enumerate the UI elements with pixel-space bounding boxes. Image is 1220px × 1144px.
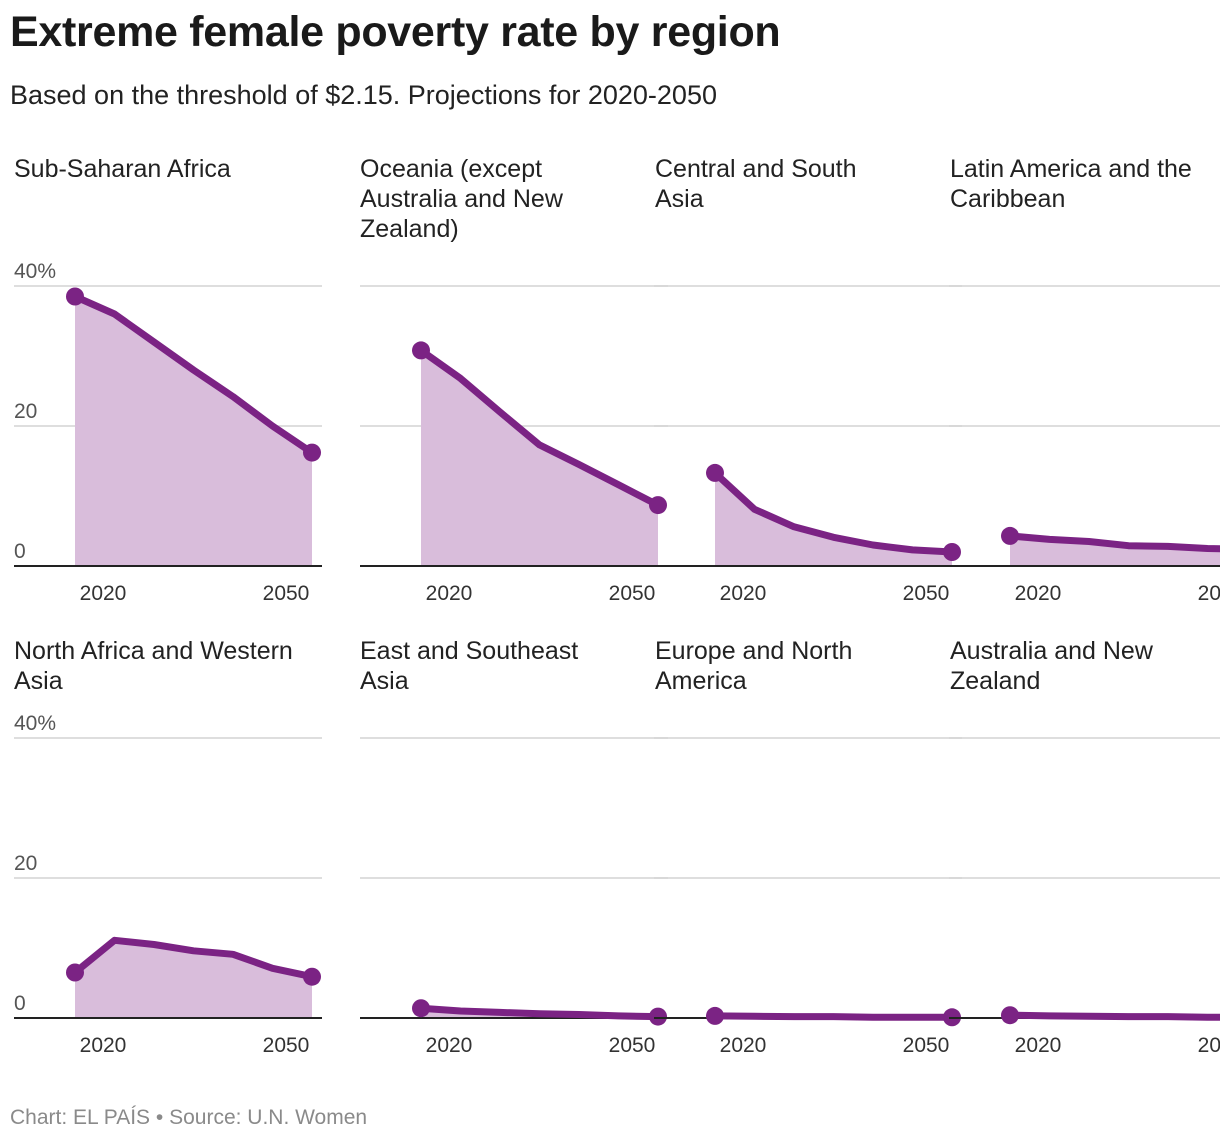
start-point [1001,526,1019,545]
y-tick-label: 40% [14,260,56,283]
start-point [66,963,84,982]
start-point [706,463,724,482]
series-line [711,1012,956,1021]
x-tick-label: 2020 [426,582,473,605]
panel-title-europe-north-america: Europe and North America [655,637,853,695]
end-point [303,967,321,986]
x-tick-label: 2050 [263,582,310,605]
x-tick-label: 2020 [426,1034,473,1057]
start-point [706,1006,724,1025]
x-tick-label: 2050 [1198,582,1220,605]
area-fill [715,472,952,566]
panel-title-latin-america: Latin America and the Caribbean [950,155,1192,213]
area-fill [75,940,312,1018]
chart-title: Extreme female poverty rate by region [10,8,781,56]
start-point [66,287,84,306]
source-footer: Chart: EL PAÍS • Source: U.N. Women [10,1106,368,1129]
panel-title-oceania: Oceania (except Australia and New Zealan… [360,155,563,243]
series-line [1006,532,1220,553]
panel-title-central-south-asia: Central and South Asia [655,155,857,213]
series-line [71,936,316,981]
x-tick-label: 2050 [263,1034,310,1057]
series-line [1006,1011,1220,1021]
x-tick-label: 2020 [720,1034,767,1057]
y-tick-label: 0 [14,540,26,563]
y-tick-label: 20 [14,852,37,875]
end-point [303,443,321,462]
end-point [649,496,667,515]
x-tick-label: 2050 [1198,1034,1220,1057]
x-tick-label: 2020 [80,582,127,605]
y-tick-label: 0 [14,992,26,1015]
y-tick-label: 40% [14,712,56,735]
x-tick-label: 2050 [903,1034,950,1057]
x-tick-label: 2020 [720,582,767,605]
area-fill [75,296,312,566]
x-tick-label: 2050 [609,1034,656,1057]
x-tick-label: 2050 [609,582,656,605]
panel-title-australia-new-zealand: Australia and New Zealand [950,637,1153,695]
start-point [1001,1006,1019,1025]
x-tick-label: 2050 [903,582,950,605]
chart-subtitle: Based on the threshold of $2.15. Project… [10,80,717,110]
series-line [417,1004,662,1021]
start-point [412,999,430,1018]
series-line [417,346,662,509]
x-tick-label: 2020 [1015,582,1062,605]
panel-title-sub-saharan-africa: Sub-Saharan Africa [14,155,231,183]
panel-title-east-southeast-asia: East and Southeast Asia [360,637,579,695]
panel-title-north-africa-western-asia: North Africa and Western Asia [14,637,293,695]
x-tick-label: 2020 [1015,1034,1062,1057]
end-point [649,1007,667,1026]
series-line [711,469,956,556]
y-tick-label: 20 [14,400,37,423]
area-fill [421,350,658,566]
start-point [412,341,430,360]
x-tick-label: 2020 [80,1034,127,1057]
end-point [943,543,961,561]
series-line [71,293,316,457]
